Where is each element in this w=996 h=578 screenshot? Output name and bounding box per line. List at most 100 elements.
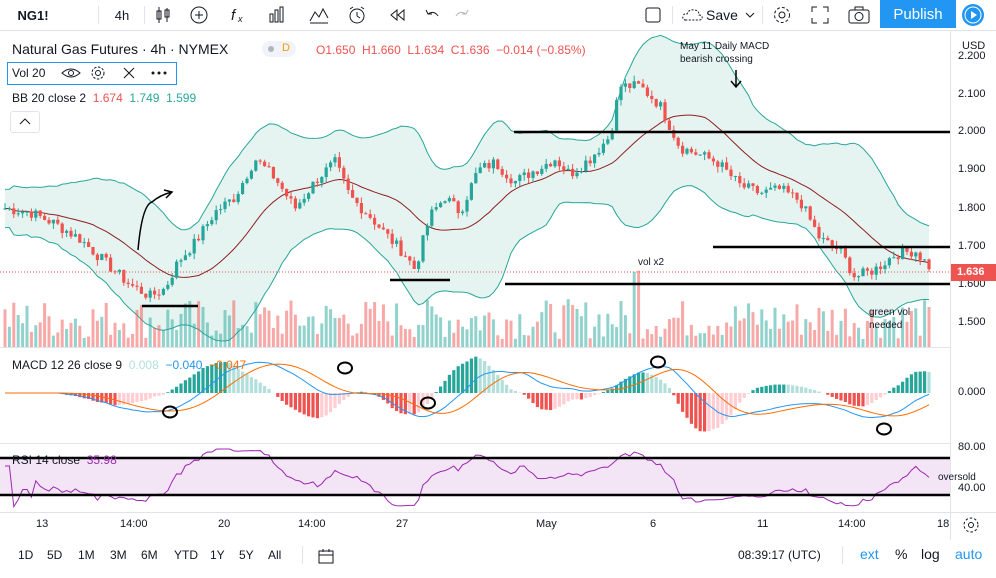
macd-hist-bar [738,393,741,403]
macd-hist-bar [399,393,402,413]
add-indicator-icon[interactable] [186,0,212,30]
vol-legend[interactable]: Vol 20 [7,62,177,85]
collapse-legend-button[interactable] [10,111,40,133]
volume-bar [272,328,275,347]
volume-bar [34,325,37,347]
candle-body [919,253,922,260]
volume-bar [364,302,367,347]
fullscreen-icon[interactable] [806,0,834,30]
candle-body [377,225,380,228]
candles-icon[interactable] [150,0,176,30]
eye-icon[interactable] [60,65,82,84]
volume-bar [435,314,438,347]
settings-icon[interactable] [90,65,106,84]
macd-hist-bar [320,393,323,417]
macd-hist-bar [866,393,869,405]
range-button-ytd[interactable]: YTD [174,548,198,562]
annotation-vol-note[interactable]: vol x2 [638,257,664,268]
volume-bar [26,306,29,347]
candle-body [633,81,636,88]
volume-bar [514,339,517,347]
undo-icon[interactable] [420,0,444,30]
symbol-search[interactable]: NG1! [8,0,58,30]
replay-icon[interactable] [384,0,410,30]
macd-hist-bar [584,393,587,398]
macd-hist-bar [492,370,495,393]
annotation-needed[interactable]: needed [869,320,902,331]
volume-bar [96,321,99,347]
range-button-1d[interactable]: 1D [18,548,33,562]
candle-body [716,162,719,167]
save-button[interactable]: Save [704,0,740,30]
macd-hist-bar [285,393,288,405]
more-icon[interactable] [150,65,168,84]
chevron-down-icon[interactable] [742,0,758,30]
annotation-green-vol[interactable]: green vol [869,307,910,318]
camera-icon[interactable] [844,0,874,30]
macd-hist-bar [848,393,851,404]
candle-body [892,257,895,258]
time-axis-tick: 20 [218,518,230,530]
macd-hist-bar [157,393,160,396]
macd-hist-bar [646,373,649,393]
candle-body [914,253,917,257]
macd-hist-bar [501,380,504,393]
candle-body [430,209,433,225]
volume-bar [400,325,403,347]
date-range-icon[interactable] [318,548,334,567]
macd-hist-bar [457,366,460,393]
candle-body [272,167,275,178]
circle-marker-drawing [651,357,665,368]
macd-hist-bar [127,393,130,404]
clock[interactable]: 08:39:17 (UTC) [738,548,821,562]
percent-button[interactable]: % [895,546,907,562]
chart-settings-icon[interactable] [962,516,980,537]
publish-button[interactable]: Publish [880,0,956,28]
auto-button[interactable]: auto [955,546,982,562]
annotation-macd-note[interactable]: May 11 Daily MACD [680,41,769,52]
candle-body [813,220,816,227]
macd-hist-bar [897,385,900,393]
chart-canvas[interactable] [0,31,996,541]
range-button-5y[interactable]: 5Y [239,548,254,562]
range-button-6m[interactable]: 6M [141,548,158,562]
interval-button[interactable]: 4h [104,0,140,30]
macd-legend[interactable]: MACD 12 26 close 9 0.008 −0.040 −0.047 [12,358,246,372]
range-button-all[interactable]: All [268,548,281,562]
candle-body [677,138,680,146]
macd-hist-bar [483,361,486,393]
alert-icon[interactable] [344,0,370,30]
annotation-oversold[interactable]: oversold [938,472,976,483]
range-button-5d[interactable]: 5D [47,548,62,562]
range-button-1m[interactable]: 1M [78,548,95,562]
candle-body [426,226,429,236]
gear-icon[interactable] [768,0,796,30]
volume-bar [712,334,715,347]
candle-body [311,182,314,194]
candle-body [470,183,473,200]
candle-body [699,155,702,156]
range-button-3m[interactable]: 3M [110,548,127,562]
macd-hist-bar [765,386,768,393]
volume-bar [655,326,658,347]
rsi-legend[interactable]: RSI 14 close 35.98 [12,453,117,467]
candle-body [171,278,174,285]
bb-legend[interactable]: BB 20 close 2 1.674 1.749 1.599 [12,91,196,105]
log-button[interactable]: log [921,546,940,562]
close-icon[interactable] [122,65,136,84]
candle-body [487,163,490,168]
macd-hist-bar [826,393,829,395]
templates-icon[interactable] [264,0,290,30]
divider [842,546,843,564]
macd-hist-bar [914,372,917,393]
range-button-1y[interactable]: 1Y [210,548,225,562]
ext-button[interactable]: ext [860,546,879,562]
layout-icon[interactable] [640,0,666,30]
compare-icon[interactable] [306,0,332,30]
play-icon[interactable] [962,4,984,26]
volume-bar [294,315,297,347]
candle-body [514,181,517,183]
redo-icon[interactable] [450,0,474,30]
annotation-macd-note-2[interactable]: bearish crossing [680,54,753,65]
